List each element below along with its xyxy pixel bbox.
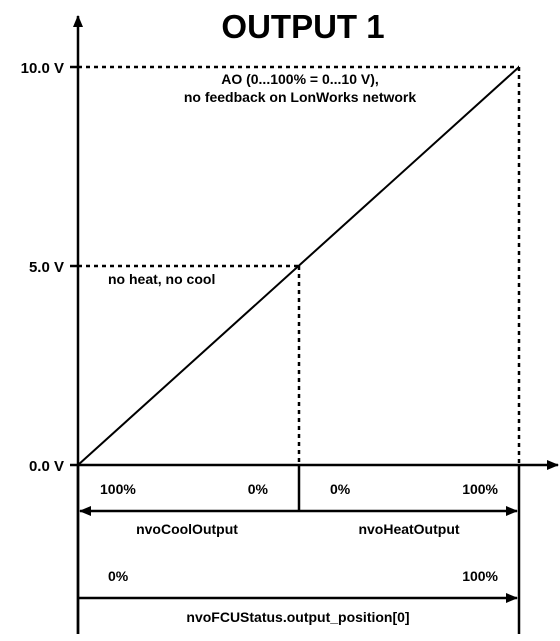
ao-annotation-line2: no feedback on LonWorks network: [184, 89, 417, 105]
heat-end-label: 100%: [462, 481, 498, 497]
status-end-label: 100%: [462, 568, 498, 584]
y-tick-label-5: 5.0 V: [29, 259, 64, 276]
y-tick-label-0: 0.0 V: [29, 458, 64, 475]
status-start-label: 0%: [108, 568, 129, 584]
ao-annotation-line1: AO (0...100% = 0...10 V),: [221, 71, 379, 87]
output-line: [77, 66, 520, 466]
cool-end-label: 0%: [248, 481, 269, 497]
chart-title: OUTPUT 1: [221, 8, 384, 45]
heat-start-label: 0%: [330, 481, 351, 497]
status-output-name: nvoFCUStatus.output_position[0]: [186, 609, 409, 625]
mid-annotation: no heat, no cool: [108, 271, 215, 287]
heat-output-name: nvoHeatOutput: [358, 521, 459, 537]
y-tick-label-10: 10.0 V: [21, 60, 64, 77]
cool-start-label: 100%: [100, 481, 136, 497]
cool-output-name: nvoCoolOutput: [136, 521, 238, 537]
